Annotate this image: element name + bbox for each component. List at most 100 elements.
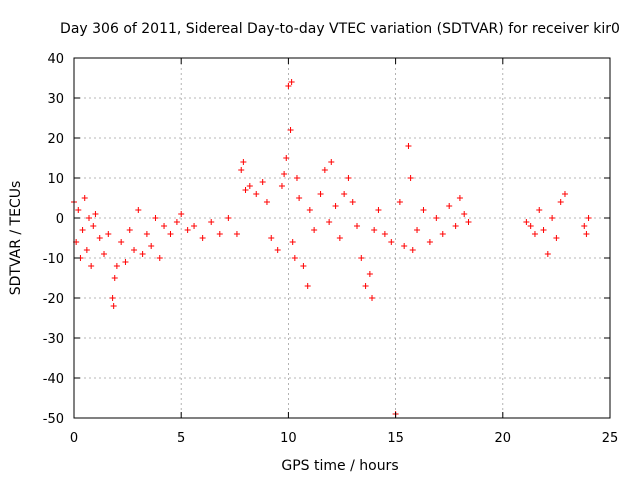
data-point bbox=[281, 171, 288, 177]
data-point bbox=[113, 263, 120, 269]
x-tick-label: 20 bbox=[495, 431, 512, 446]
data-points bbox=[71, 79, 592, 417]
data-point bbox=[278, 183, 285, 189]
data-point bbox=[549, 215, 556, 221]
data-point bbox=[456, 195, 463, 201]
y-tick-label: -10 bbox=[43, 252, 64, 267]
data-point bbox=[240, 159, 247, 165]
data-point bbox=[92, 211, 99, 217]
x-tick-label: 10 bbox=[280, 431, 297, 446]
data-point bbox=[167, 231, 174, 237]
data-point bbox=[287, 127, 294, 133]
data-point bbox=[362, 283, 369, 289]
y-tick-label: -40 bbox=[43, 372, 64, 387]
data-point bbox=[131, 247, 138, 253]
x-tick-label: 15 bbox=[387, 431, 404, 446]
data-point bbox=[111, 275, 118, 281]
data-point bbox=[304, 283, 311, 289]
data-point bbox=[540, 227, 547, 233]
data-point bbox=[328, 159, 335, 165]
chart-title: Day 306 of 2011, Sidereal Day-to-day VTE… bbox=[60, 21, 620, 37]
data-point bbox=[253, 191, 260, 197]
data-point bbox=[306, 207, 313, 213]
data-point bbox=[345, 175, 352, 181]
data-point bbox=[285, 83, 292, 89]
data-point bbox=[110, 303, 117, 309]
data-point bbox=[83, 247, 90, 253]
data-point bbox=[446, 203, 453, 209]
data-point bbox=[118, 239, 125, 245]
data-point bbox=[536, 207, 543, 213]
data-point bbox=[109, 295, 116, 301]
y-tick-label: -50 bbox=[43, 412, 64, 427]
data-point bbox=[465, 219, 472, 225]
data-point bbox=[407, 175, 414, 181]
y-tick-label: 40 bbox=[47, 52, 64, 67]
data-point bbox=[161, 223, 168, 229]
x-axis-label: GPS time / hours bbox=[281, 458, 398, 474]
data-point bbox=[126, 227, 133, 233]
data-point bbox=[143, 231, 150, 237]
data-point bbox=[274, 247, 281, 253]
data-point bbox=[553, 235, 560, 241]
data-point bbox=[152, 215, 159, 221]
data-point bbox=[523, 219, 530, 225]
data-point bbox=[354, 223, 361, 229]
data-point bbox=[420, 207, 427, 213]
data-point bbox=[86, 215, 93, 221]
data-point bbox=[238, 167, 245, 173]
data-point bbox=[349, 199, 356, 205]
data-point bbox=[268, 235, 275, 241]
data-point bbox=[90, 223, 97, 229]
data-point bbox=[296, 195, 303, 201]
data-point bbox=[96, 235, 103, 241]
data-point bbox=[242, 187, 249, 193]
data-point bbox=[135, 207, 142, 213]
series-kir0 bbox=[71, 79, 592, 417]
data-point bbox=[105, 231, 112, 237]
data-point bbox=[293, 175, 300, 181]
data-point bbox=[148, 243, 155, 249]
data-point bbox=[409, 247, 416, 253]
data-point bbox=[461, 211, 468, 217]
data-point bbox=[366, 271, 373, 277]
data-point bbox=[216, 231, 223, 237]
data-point bbox=[358, 255, 365, 261]
y-tick-label: -20 bbox=[43, 292, 64, 307]
data-point bbox=[527, 223, 534, 229]
data-point bbox=[88, 263, 95, 269]
data-point bbox=[288, 79, 295, 85]
data-point bbox=[369, 295, 376, 301]
axis-ticks: -50 -40 -30 -20 -10 0 10 20 30 40 0 5 10 15 20 25 bbox=[43, 52, 619, 446]
data-point bbox=[531, 231, 538, 237]
data-point bbox=[433, 215, 440, 221]
y-tick-label: 30 bbox=[47, 92, 64, 107]
data-point bbox=[544, 251, 551, 257]
data-point bbox=[321, 167, 328, 173]
data-point bbox=[557, 199, 564, 205]
data-point bbox=[139, 251, 146, 257]
data-point bbox=[289, 239, 296, 245]
data-point bbox=[311, 227, 318, 233]
data-point bbox=[561, 191, 568, 197]
data-point bbox=[405, 143, 412, 149]
data-point bbox=[401, 243, 408, 249]
data-point bbox=[336, 235, 343, 241]
data-point bbox=[300, 263, 307, 269]
data-point bbox=[426, 239, 433, 245]
data-point bbox=[414, 227, 421, 233]
data-point bbox=[317, 191, 324, 197]
data-point bbox=[375, 207, 382, 213]
data-point bbox=[122, 259, 129, 265]
data-point bbox=[208, 219, 215, 225]
data-point bbox=[75, 207, 82, 213]
x-tick-label: 5 bbox=[177, 431, 185, 446]
data-point bbox=[101, 251, 108, 257]
data-point bbox=[381, 231, 388, 237]
x-tick-label: 25 bbox=[602, 431, 619, 446]
data-point bbox=[259, 179, 266, 185]
data-point bbox=[452, 223, 459, 229]
y-tick-label: 20 bbox=[47, 132, 64, 147]
data-point bbox=[585, 215, 592, 221]
